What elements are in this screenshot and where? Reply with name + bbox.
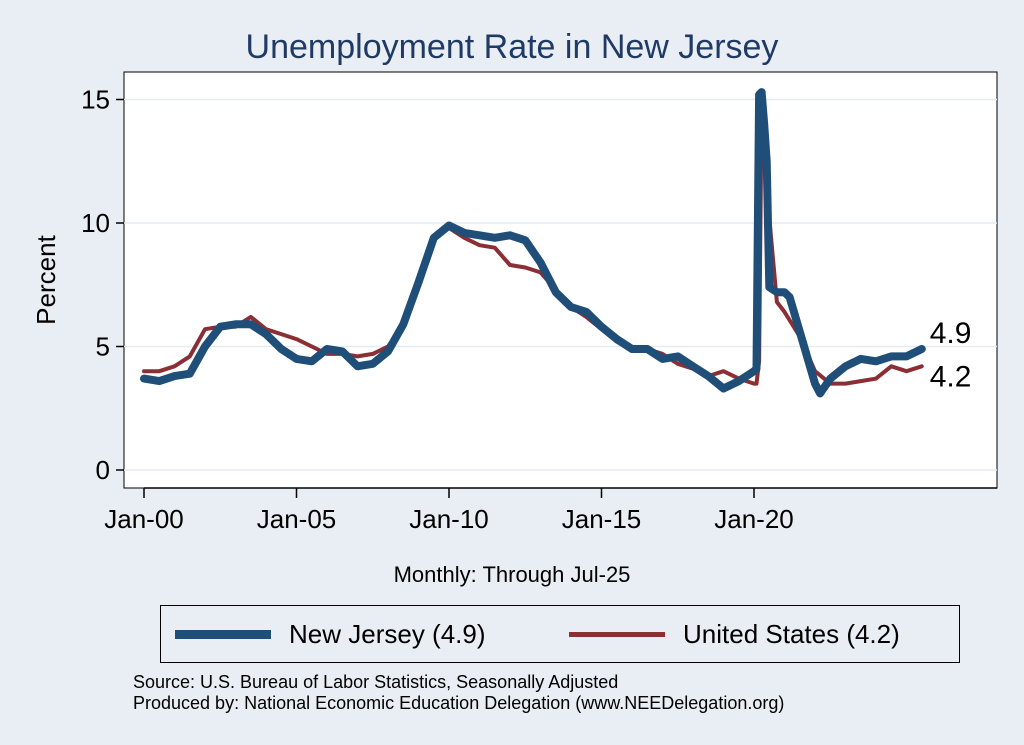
x-tick-label-2: Jan-10 — [409, 504, 489, 534]
series-layer — [140, 88, 926, 398]
legend-label-new-jersey: New Jersey (4.9) — [289, 618, 486, 649]
produced-by-line: Produced by: National Economic Education… — [133, 693, 785, 713]
source-note: Source: U.S. Bureau of Labor Statistics,… — [133, 672, 784, 714]
y-tick-label-10: 10 — [81, 208, 110, 238]
legend-item-united-states: United States (4.2) — [569, 606, 900, 662]
source-line: Source: U.S. Bureau of Labor Statistics,… — [133, 672, 619, 692]
y-tick-label-0: 0 — [96, 455, 110, 485]
y-tick-label-15: 15 — [81, 85, 110, 115]
chart-title: Unemployment Rate in New Jersey — [245, 28, 779, 66]
legend-swatch-new-jersey — [175, 629, 271, 639]
x-tick-label-1: Jan-05 — [257, 504, 337, 534]
x-tick-label-3: Jan-15 — [562, 504, 642, 534]
plot-area — [123, 71, 998, 489]
legend: New Jersey (4.9) United States (4.2) — [160, 605, 960, 663]
grid-layer — [124, 98, 997, 471]
end-label-new-jersey: 4.9 — [930, 317, 972, 350]
x-axis-title: Monthly: Through Jul-25 — [393, 562, 631, 587]
label-layer: 4.24.9 — [930, 317, 972, 393]
x-tick-label-0: Jan-00 — [104, 504, 184, 534]
y-axis-title: Percent — [31, 234, 61, 324]
end-label-united-states: 4.2 — [930, 360, 972, 393]
y-tick-label-5: 5 — [96, 332, 110, 362]
legend-label-united-states: United States (4.2) — [683, 618, 900, 649]
legend-item-new-jersey: New Jersey (4.9) — [175, 606, 486, 662]
legend-swatch-united-states — [569, 631, 665, 637]
x-tick-label-4: Jan-20 — [714, 504, 794, 534]
axis-layer: 0 5 10 15 Jan-00 Jan-05 Jan-10 Jan-15 Jan-20 — [81, 85, 997, 534]
series-line-new-jersey — [140, 88, 926, 398]
